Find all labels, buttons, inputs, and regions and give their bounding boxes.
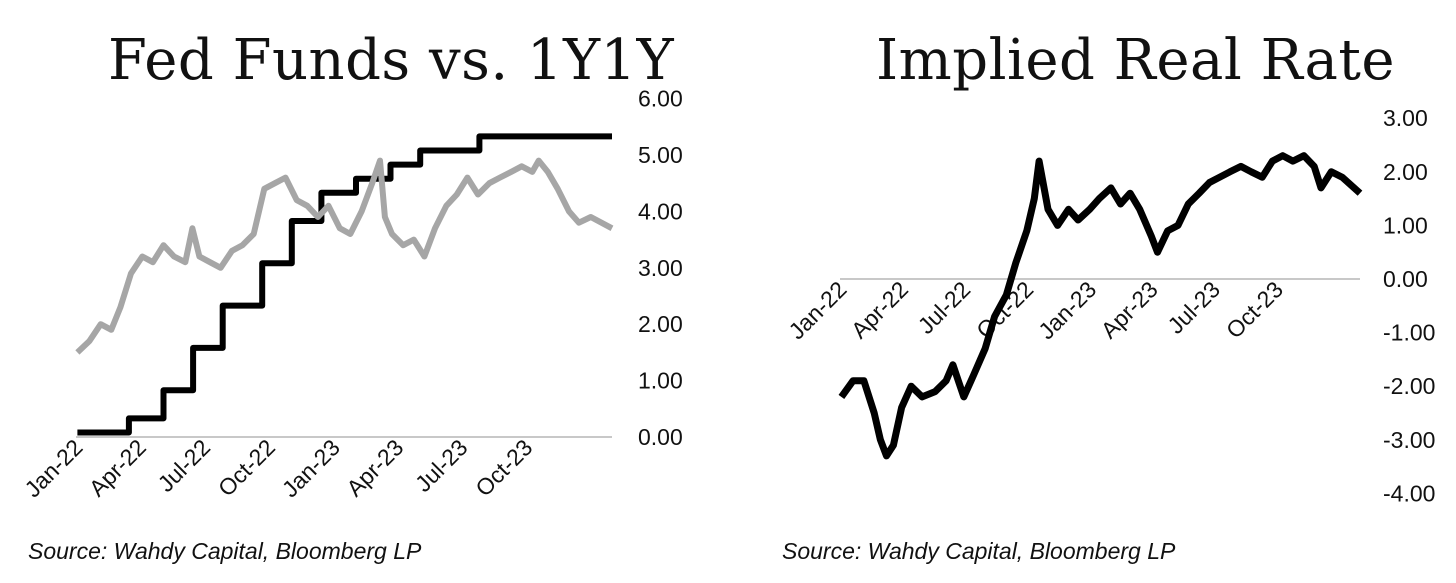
chart-title: Fed Funds vs. 1Y1Y <box>108 28 675 93</box>
chart-implied-real-rate: 3.00 2.00 1.00 0.00 -1.00 -2.00 -3.00 -4.00 Jan-… <box>783 105 1435 506</box>
y-tick-label: 4.00 <box>638 198 683 224</box>
series-line-0 <box>77 133 612 436</box>
y-tick-label: -4.00 <box>1383 480 1435 506</box>
chart-panel-fed-funds: Fed Funds vs. 1Y1Y 0.00 1.00 2.00 3.00 4.00 5… <box>19 28 683 564</box>
y-tick-label: 1.00 <box>638 368 683 394</box>
series-line-1 <box>75 157 614 355</box>
x-tick-label: Jan-23 <box>1033 276 1101 344</box>
x-tick-label: Jul-22 <box>152 434 215 497</box>
y-tick-label: 2.00 <box>638 311 683 337</box>
x-tick-label: Jan-22 <box>783 276 851 344</box>
y-tick-label: 3.00 <box>1383 105 1428 131</box>
x-tick-label: Oct-22 <box>971 276 1038 343</box>
y-tick-label: -3.00 <box>1383 427 1435 453</box>
x-tick-label: Oct-23 <box>1221 276 1288 343</box>
chart-source-note: Source: Wahdy Capital, Bloomberg LP <box>28 538 422 564</box>
chart-panel-implied-real-rate: Implied Real Rate 3.00 2.00 1.00 0.00 -1.00 -… <box>728 0 1456 583</box>
y-tick-label: 1.00 <box>1383 212 1428 238</box>
y-tick-label: 5.00 <box>638 142 683 168</box>
y-tick-label: 0.00 <box>638 424 683 450</box>
y-tick-label: 0.00 <box>1383 266 1428 292</box>
x-tick-label: Jan-22 <box>19 434 87 502</box>
chart-fed-funds-vs-1y1y: 0.00 1.00 2.00 3.00 4.00 5.00 6.00 Jan-22Apr-22… <box>19 86 683 503</box>
y-tick-label: -1.00 <box>1383 320 1435 346</box>
y-tick-label: 2.00 <box>1383 159 1428 185</box>
chart-source-note: Source: Wahdy Capital, Bloomberg LP <box>782 538 1176 564</box>
series-line-0 <box>838 152 1363 460</box>
x-tick-label: Apr-22 <box>846 276 913 343</box>
x-tick-label: Oct-23 <box>470 434 537 501</box>
x-tick-label: Jul-23 <box>1162 276 1225 339</box>
x-tick-label: Oct-22 <box>213 434 280 501</box>
x-tick-label: Apr-22 <box>84 434 151 501</box>
x-tick-label: Apr-23 <box>1096 276 1163 343</box>
y-tick-label: 6.00 <box>638 86 683 112</box>
x-tick-label: Apr-23 <box>341 434 408 501</box>
x-tick-label: Jul-23 <box>410 434 473 497</box>
chart-title: Implied Real Rate <box>876 28 1396 93</box>
x-tick-label: Jan-23 <box>277 434 345 502</box>
y-tick-label: 3.00 <box>638 255 683 281</box>
y-tick-label: -2.00 <box>1383 373 1435 399</box>
x-tick-label: Jul-22 <box>913 276 976 339</box>
